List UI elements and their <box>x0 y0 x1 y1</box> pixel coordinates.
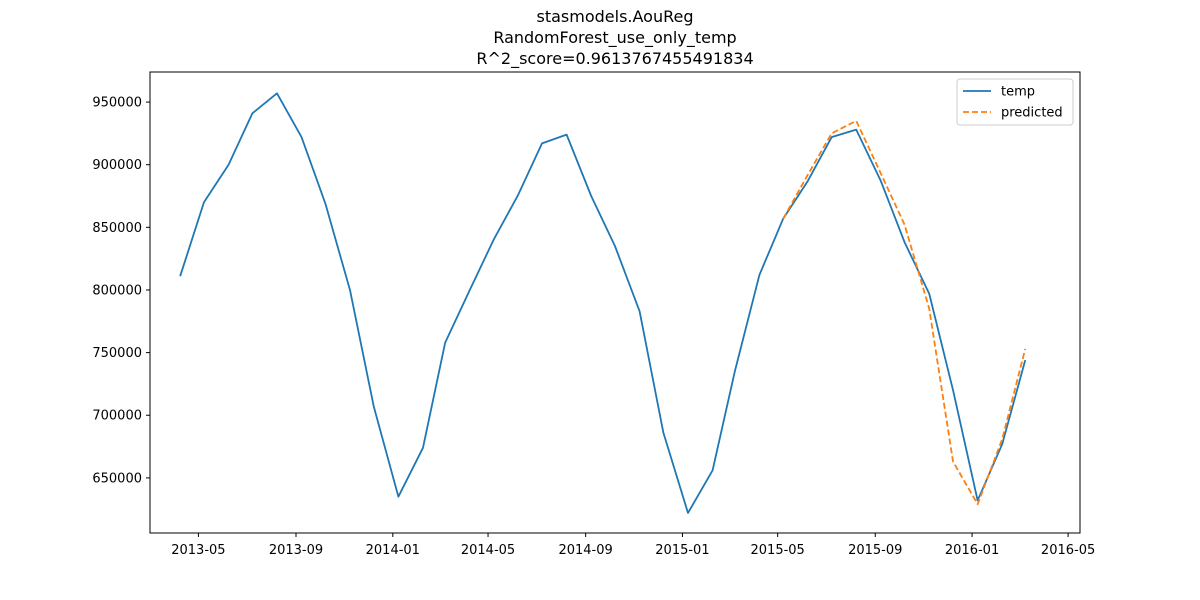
x-tick-label: 2016-01 <box>945 543 999 558</box>
x-tick-label: 2013-09 <box>269 543 323 558</box>
title-line-3: R^2_score=0.9613767455491834 <box>476 49 753 69</box>
plot-series <box>179 92 1027 514</box>
y-tick-label: 850000 <box>92 221 142 236</box>
plot-frame <box>149 71 1081 534</box>
axis-ticks: 2013-05 2013-09 2014-01 2014-05 2014-09 2015-… <box>92 96 1095 558</box>
x-tick-label: 2014-05 <box>461 543 515 558</box>
series-line-predicted <box>782 119 1027 506</box>
legend-label-predicted: predicted <box>1001 106 1063 121</box>
title-line-1: stasmodels.AouReg <box>537 7 694 26</box>
chart-title: stasmodels.AouReg RandomForest_use_only_… <box>476 7 753 69</box>
x-tick-label: 2014-01 <box>366 543 420 558</box>
x-tick-label: 2016-05 <box>1041 543 1095 558</box>
series-line-temp <box>179 92 1027 514</box>
y-tick-label: 700000 <box>92 409 142 424</box>
y-tick-label: 950000 <box>92 96 142 111</box>
legend-label-temp: temp <box>1001 85 1035 100</box>
y-tick-label: 650000 <box>92 471 142 486</box>
y-tick-label: 900000 <box>92 158 142 173</box>
x-tick-label: 2013-05 <box>171 543 225 558</box>
x-tick-label: 2014-09 <box>558 543 612 558</box>
x-tick-label: 2015-09 <box>848 543 902 558</box>
legend: temp predicted <box>956 78 1074 126</box>
x-tick-label: 2015-05 <box>751 543 805 558</box>
x-tick-label: 2015-01 <box>655 543 709 558</box>
y-tick-label: 800000 <box>92 283 142 298</box>
title-line-2: RandomForest_use_only_temp <box>493 28 736 48</box>
y-tick-label: 750000 <box>92 346 142 361</box>
